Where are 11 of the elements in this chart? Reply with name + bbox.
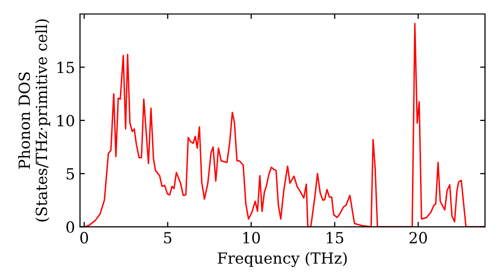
y-tick-label: 10 (58, 114, 74, 126)
x-tick-label: 20 (410, 232, 427, 244)
x-axis-title: Frequency (THz) (218, 252, 347, 268)
x-tick-label: 10 (243, 232, 260, 244)
y-tick-label: 15 (58, 62, 74, 74)
x-tick-label: 0 (80, 232, 88, 244)
y-tick-label: 5 (66, 168, 74, 180)
y-tick-label: 0 (66, 221, 74, 233)
x-tick-label: 15 (326, 232, 344, 244)
x-tick-label: 5 (164, 232, 172, 244)
y-axis-title: Phonon DOS (States/THz·primitive cell) (18, 19, 50, 222)
